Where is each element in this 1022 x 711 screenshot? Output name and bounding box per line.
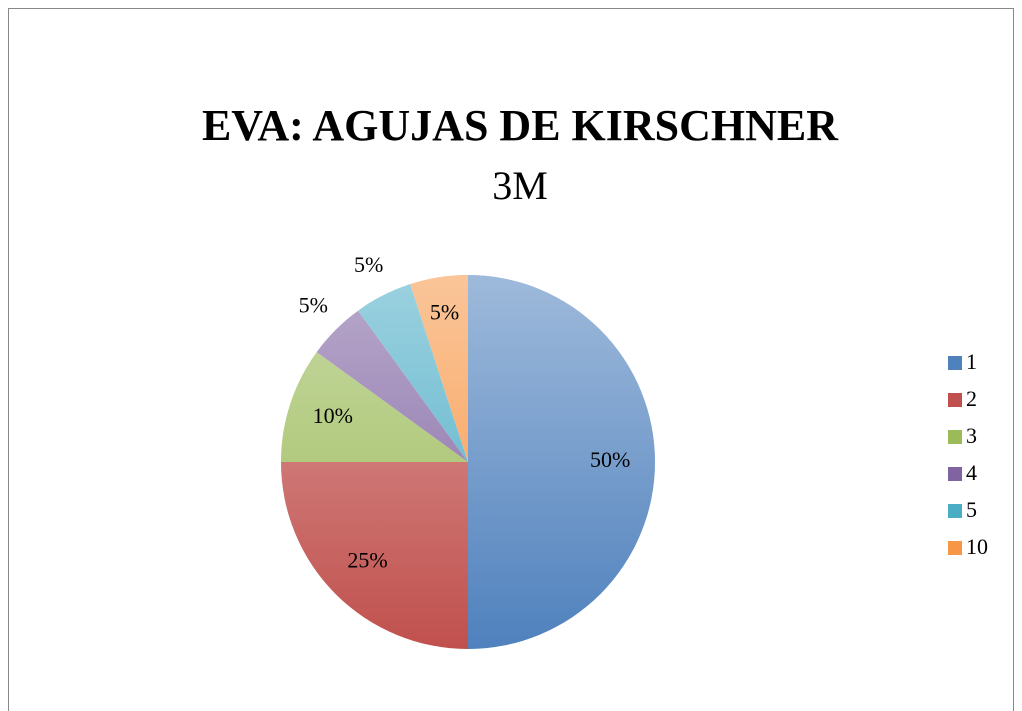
chart-title: EVA: AGUJAS DE KIRSCHNER <box>202 101 839 150</box>
chart-frame <box>8 8 1014 711</box>
legend-swatch <box>948 393 962 407</box>
legend-label: 10 <box>966 534 988 559</box>
legend: 1 2 3 4 5 10 <box>948 349 988 559</box>
data-label: 25% <box>347 548 387 573</box>
data-label: 5% <box>430 299 459 324</box>
legend-swatch <box>948 430 962 444</box>
legend-label: 3 <box>966 423 977 448</box>
data-label: 10% <box>313 403 353 428</box>
data-label: 5% <box>299 292 328 317</box>
legend-label: 5 <box>966 497 977 522</box>
data-label: 5% <box>354 252 383 277</box>
legend-swatch <box>948 504 962 518</box>
legend-label: 2 <box>966 386 977 411</box>
legend-label: 1 <box>966 349 977 374</box>
legend-label: 4 <box>966 460 977 485</box>
legend-swatch <box>948 356 962 370</box>
legend-swatch <box>948 541 962 555</box>
data-label: 50% <box>590 447 630 472</box>
legend-swatch <box>948 467 962 481</box>
chart-subtitle: 3M <box>492 163 548 208</box>
data-labels: 50% 25% 10% 5% 5% 5% <box>299 252 631 572</box>
